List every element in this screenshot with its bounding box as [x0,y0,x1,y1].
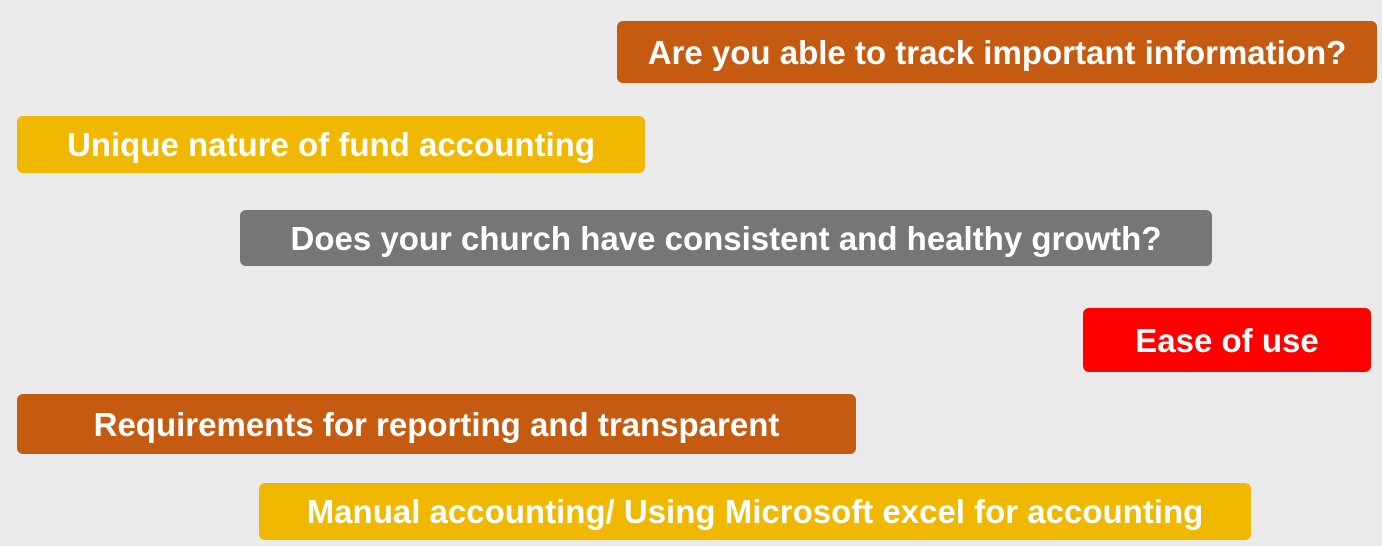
tag-label: Unique nature of fund accounting [67,126,595,163]
tag-fund-accounting: Unique nature of fund accounting [17,116,645,173]
tag-label: Manual accounting/ Using Microsoft excel… [306,493,1204,530]
tag-track-important-information: Are you able to track important informat… [617,21,1377,83]
tag-label: Ease of use [1135,321,1319,359]
tag-church-growth: Does your church have consistent and hea… [240,210,1212,266]
tag-label: Are you able to track important informat… [647,33,1347,71]
tag-reporting-transparent: Requirements for reporting and transpare… [17,394,856,454]
tag-label: Requirements for reporting and transpare… [93,405,780,443]
tag-manual-accounting: Manual accounting/ Using Microsoft excel… [259,483,1251,540]
tag-label: Does your church have consistent and hea… [290,219,1162,257]
tag-ease-of-use: Ease of use [1083,308,1371,372]
